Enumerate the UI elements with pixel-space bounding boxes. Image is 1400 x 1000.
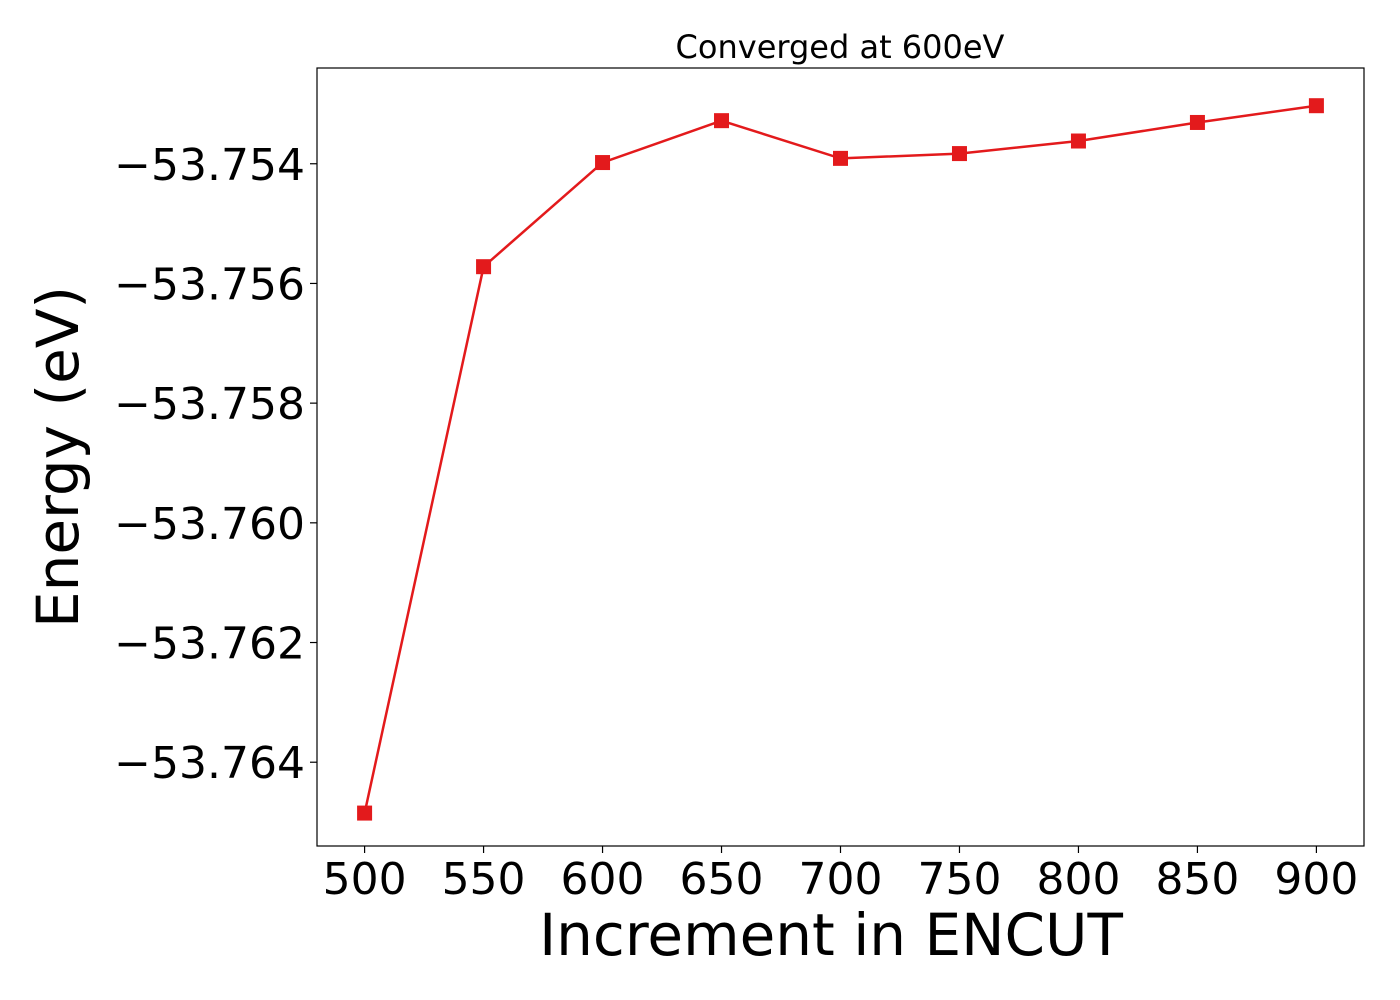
series-line — [363, 104, 1317, 814]
data-point-marker — [714, 113, 730, 129]
y-tick-label: −53.760 — [114, 499, 305, 550]
data-point-marker — [833, 150, 848, 166]
plot-area — [316, 67, 1365, 847]
data-point-marker — [951, 146, 967, 162]
x-tick-label: 850 — [1155, 854, 1239, 905]
y-tick-label: −53.758 — [114, 379, 305, 430]
x-tick-label: 750 — [917, 854, 1001, 905]
x-tick-label: 550 — [442, 854, 526, 905]
x-tick-label: 650 — [680, 854, 764, 905]
series-layer — [357, 98, 1324, 821]
data-point-marker — [1308, 98, 1324, 114]
y-tick-label: −53.762 — [114, 619, 305, 670]
data-point-marker — [476, 259, 492, 275]
y-tick-label: −53.764 — [114, 738, 305, 789]
data-point-marker — [1189, 114, 1205, 130]
data-point-marker — [1070, 133, 1086, 149]
data-point-marker — [357, 805, 373, 821]
x-tick-label: 500 — [323, 854, 407, 905]
chart-title: Converged at 600eV — [676, 28, 1005, 66]
y-axis: −53.754 −53.756 −53.758 −53.760 −53.762 −53.7… — [114, 140, 317, 789]
x-tick-label: 700 — [799, 854, 883, 905]
data-point-marker — [595, 155, 611, 171]
x-tick-label: 900 — [1274, 854, 1358, 905]
y-tick-label: −53.754 — [114, 140, 305, 191]
x-tick-label: 600 — [561, 854, 645, 905]
y-axis-label: Energy (eV) — [24, 286, 92, 628]
x-tick-label: 800 — [1036, 854, 1120, 905]
x-axis-label: Increment in ENCUT — [539, 901, 1123, 969]
y-tick-label: −53.756 — [114, 259, 305, 310]
x-axis: 500 550 600 650 700 750 800 850 900 — [323, 846, 1358, 905]
